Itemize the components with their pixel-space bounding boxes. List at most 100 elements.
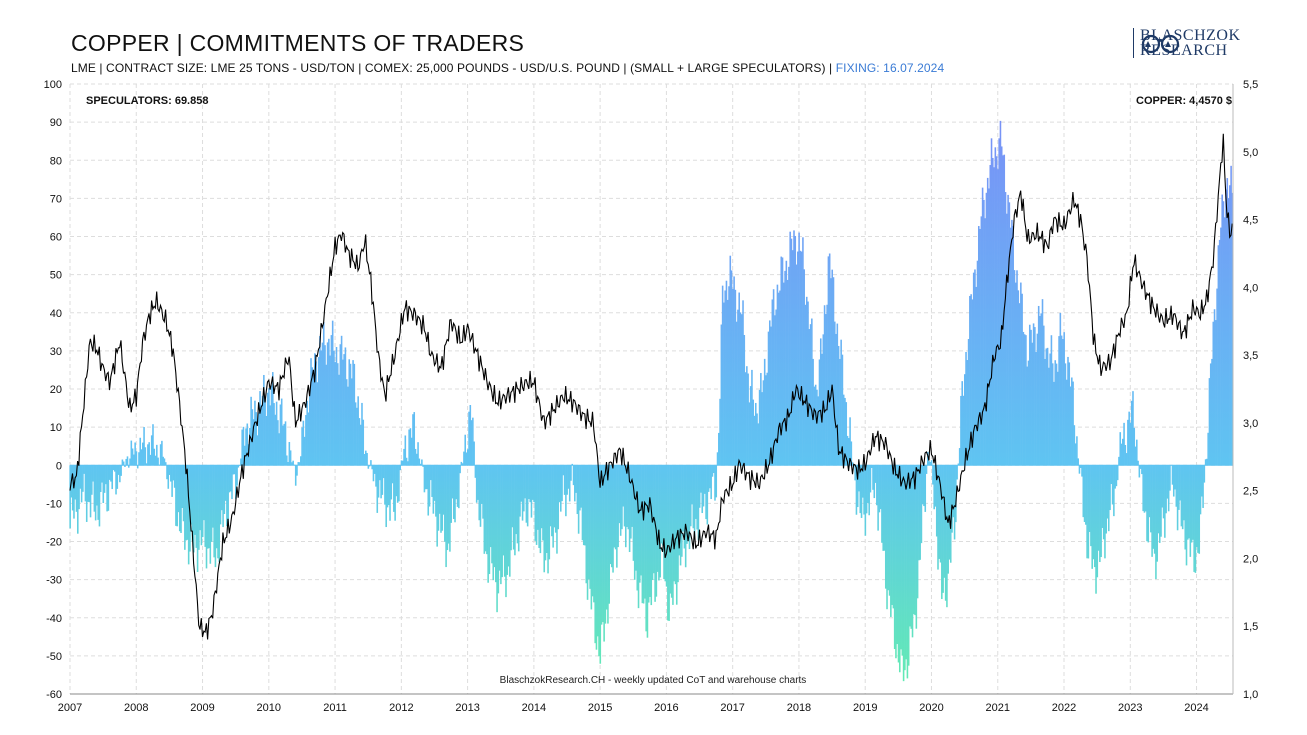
speculator-bar [110,465,112,482]
speculator-bar [1221,194,1223,466]
y-left-tick-label: -10 [46,498,62,510]
speculator-bar [73,465,75,519]
speculator-bar [756,413,758,466]
speculator-bar [1133,427,1136,466]
speculator-bar [1049,353,1051,466]
speculator-bar [1220,227,1222,466]
x-tick-label: 2017 [720,702,744,714]
speculator-bar [460,461,463,466]
speculator-bar [206,465,209,549]
y-right-tick-label: 1,5 [1243,621,1258,633]
speculator-bar [173,465,176,488]
speculator-bar [325,364,328,466]
speculator-bar [863,465,865,515]
speculator-bar [682,465,684,532]
speculator-bar [484,465,487,552]
speculator-bar [826,304,828,466]
speculator-bar [506,465,509,575]
speculator-bar [763,358,766,466]
speculator-bar [1104,465,1106,559]
speculator-bar [500,465,502,585]
speculator-bar [726,299,729,466]
speculator-bar [1204,459,1207,466]
speculator-bar [98,465,101,527]
speculator-bar [1142,465,1144,512]
speculator-bar [164,462,167,466]
speculator-bar [776,284,779,466]
speculator-bar [1161,465,1164,508]
y-right-tick-label: 5,0 [1243,147,1258,159]
speculator-bar [1150,465,1152,533]
speculator-bar [359,424,362,466]
speculator-bar [712,465,715,474]
speculator-bar [446,465,449,551]
speculator-bar [303,436,306,466]
speculator-bar [379,465,381,481]
speculator-bar [927,451,929,466]
speculator-bar [576,465,579,515]
speculator-bar [1211,358,1213,466]
speculator-bar [143,427,145,466]
speculator-bar [361,402,363,466]
speculator-bar [705,465,707,520]
speculator-bar [256,435,259,466]
speculator-bar [320,350,322,466]
speculator-bar [531,465,534,500]
speculator-bar [984,218,986,466]
speculator-bar [645,465,647,632]
speculator-bar [586,465,589,600]
speculator-bar [1134,446,1137,466]
speculator-bar [235,465,237,499]
speculator-bar [465,452,468,466]
speculator-bar [217,465,219,559]
speculator-bar [475,465,478,503]
speculator-bar [246,423,249,466]
speculator-bar [283,423,286,466]
speculator-bar [1215,320,1217,466]
speculator-bar [1090,465,1092,547]
y-left-tick-label: 10 [50,422,62,434]
speculator-bar [1153,465,1156,554]
speculator-bar [701,465,704,514]
fixing-date: FIXING: 16.07.2024 [835,61,945,75]
speculator-bar [1110,465,1113,485]
speculator-bar [725,280,728,466]
speculator-bar [827,256,830,466]
speculator-bar [547,465,549,574]
speculator-bar [876,465,878,506]
speculator-bar [403,448,405,466]
speculator-bar [226,465,228,527]
speculator-bar [728,286,730,466]
speculator-bar [804,304,807,466]
speculator-bar [870,465,873,469]
speculator-bar [112,465,115,471]
speculator-bar [684,465,687,568]
speculator-bar [928,461,930,466]
speculator-bar [604,465,607,624]
x-tick-label: 2012 [389,702,413,714]
speculator-bar [913,465,915,615]
speculator-bar [298,462,301,466]
speculator-bar [338,374,340,466]
speculator-bar [1208,378,1211,466]
speculator-bar [754,402,757,466]
speculator-bar [455,465,458,500]
speculator-bar [874,465,877,483]
speculator-bar [512,465,515,550]
speculator-bar [311,367,314,466]
speculator-bar [543,465,546,573]
speculator-bar [115,465,117,495]
speculator-bar [537,465,539,530]
speculator-bar [85,465,88,522]
speculator-bar [1069,386,1072,466]
speculator-bar [1057,371,1059,466]
speculator-bar [1109,465,1111,511]
speculator-bar [1226,178,1229,466]
speculator-bar [362,419,365,466]
speculator-bar [449,465,451,552]
speculator-bar [1118,456,1120,466]
speculator-bar [319,336,321,466]
speculator-bar [1171,465,1174,485]
speculator-bar [1216,288,1218,466]
speculator-bar [509,465,511,577]
